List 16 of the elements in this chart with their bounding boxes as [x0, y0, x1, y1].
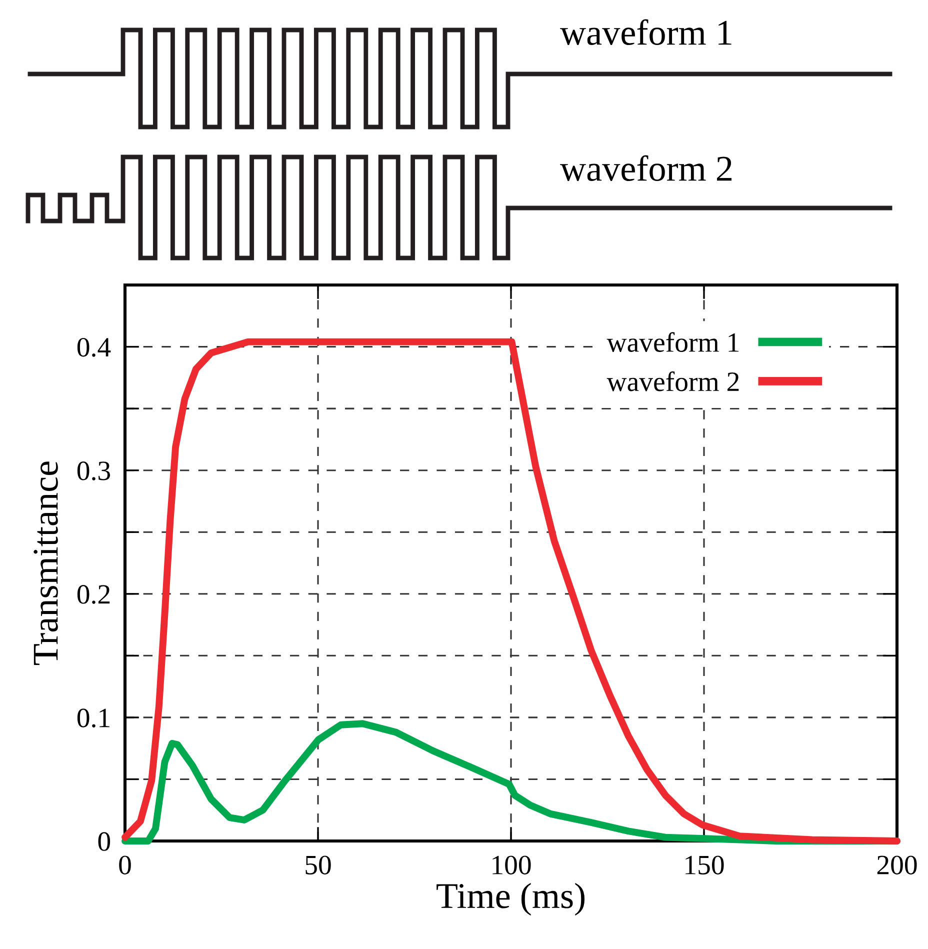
x-tick-label: 0 — [119, 856, 131, 874]
y-axis-title: Transmittance — [34, 462, 58, 665]
legend-label: waveform 1 — [606, 332, 739, 352]
x-tick-label: 50 — [306, 856, 331, 874]
x-tick-label: 200 — [877, 856, 917, 874]
x-axis-title: Time (ms) — [436, 882, 584, 916]
text: waveform 2 — [560, 155, 732, 182]
y-tick-label: 0.4 — [77, 338, 111, 357]
y-tick-label: 0.1 — [77, 708, 110, 728]
x-tick-label: 150 — [686, 856, 724, 874]
x-tick-label: 100 — [492, 856, 531, 874]
y-tick-label: 0.2 — [77, 585, 110, 604]
y-tick-label: 0 — [98, 832, 110, 851]
y-tick-label: 0.3 — [77, 462, 110, 480]
text: waveform 1 — [560, 19, 732, 46]
legend-label: waveform 2 — [606, 371, 739, 392]
